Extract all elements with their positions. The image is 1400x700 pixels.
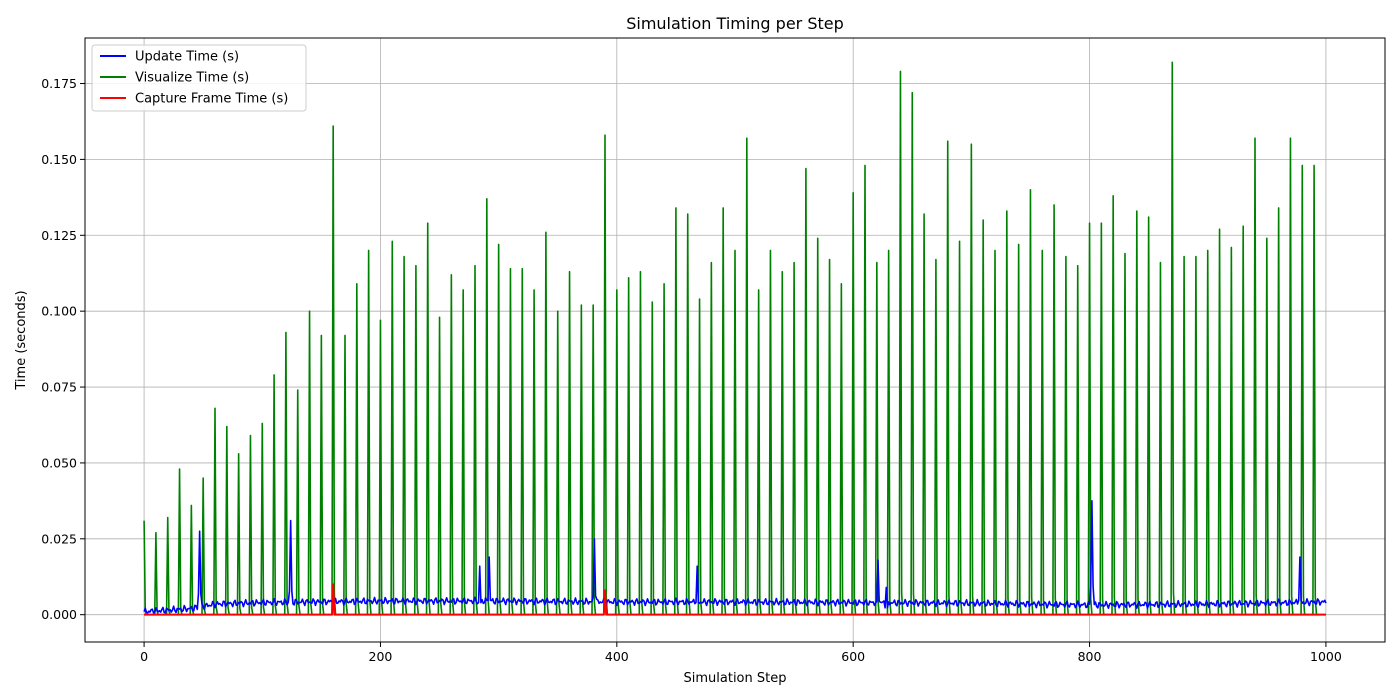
y-tick-label: 0.175 <box>41 76 77 91</box>
series-line-capture-frame-time <box>144 583 1326 616</box>
legend-label: Update Time (s) <box>135 50 239 65</box>
y-tick-label: 0.025 <box>41 531 77 546</box>
x-tick-label: 1000 <box>1310 649 1342 664</box>
y-tick-label: 0.000 <box>41 607 77 622</box>
y-axis-ticks: 0.000 0.025 0.050 0.075 0.100 0.125 0.150 0.175 <box>41 76 85 622</box>
chart-title: Simulation Timing per Step <box>626 14 844 33</box>
y-tick-label: 0.050 <box>41 455 77 470</box>
y-tick-label: 0.075 <box>41 380 77 395</box>
y-tick-label: 0.150 <box>41 152 77 167</box>
x-tick-label: 400 <box>605 649 629 664</box>
x-axis-label: Simulation Step <box>684 671 787 686</box>
x-tick-label: 200 <box>369 649 393 664</box>
series-line-update-time <box>143 500 1327 614</box>
plot-frame <box>84 37 1386 643</box>
x-tick-label: 600 <box>841 649 865 664</box>
legend-box <box>91 44 307 112</box>
y-axis-label: Time (seconds) <box>14 290 29 390</box>
y-tick-label: 0.100 <box>41 304 77 319</box>
x-axis-ticks: 0 200 400 600 800 1000 <box>140 642 1342 664</box>
y-tick-label: 0.125 <box>41 228 77 243</box>
legend: Update Time (s) Visualize Time (s) Capture… <box>91 44 307 112</box>
x-tick-label: 800 <box>1078 649 1102 664</box>
plot-series <box>143 61 1327 616</box>
legend-label: Visualize Time (s) <box>135 71 249 86</box>
legend-label: Capture Frame Time (s) <box>135 92 288 107</box>
x-tick-label: 0 <box>140 649 148 664</box>
